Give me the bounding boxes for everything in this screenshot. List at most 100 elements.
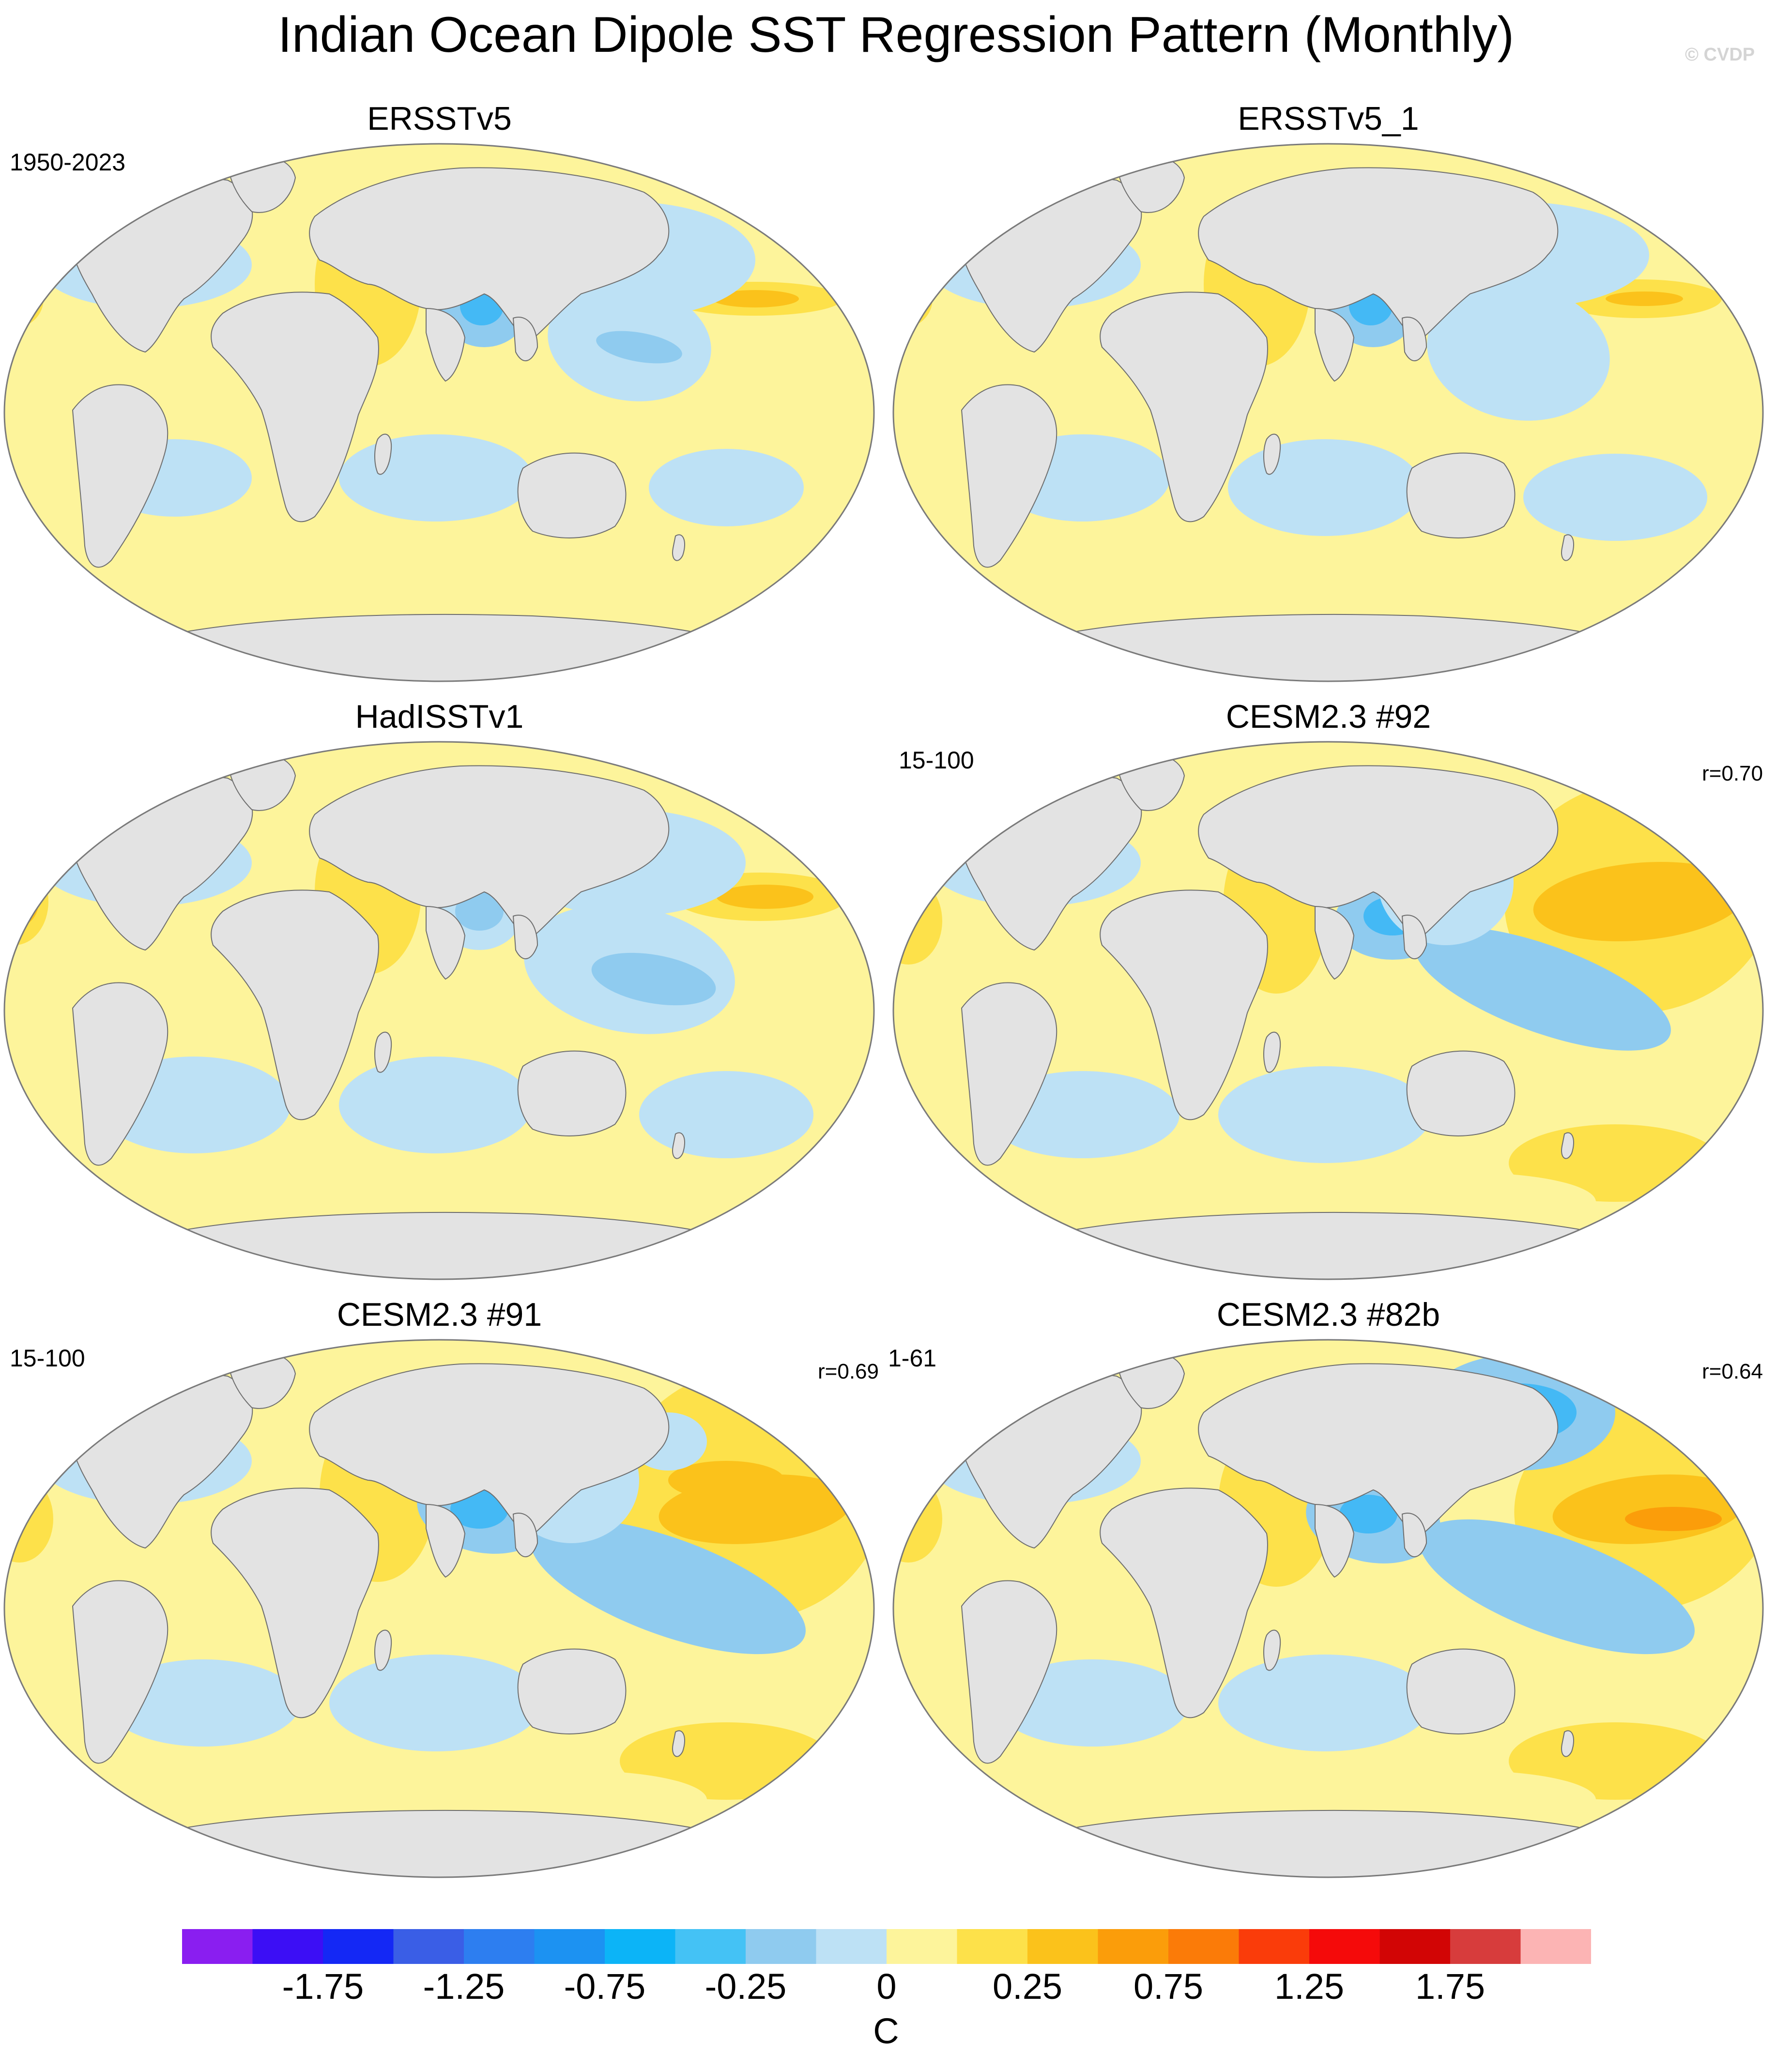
colorbar-units-label: C	[873, 2011, 899, 2051]
sst-anomaly-region	[1427, 283, 1610, 421]
map-panel-cesm-92: CESM2.3 #92 15-100 r=0.70	[889, 697, 1768, 1298]
panel-correlation: r=0.64	[1702, 1360, 1763, 1383]
land-mass	[72, 384, 168, 568]
panel-title: CESM2.3 #82b	[1216, 1296, 1440, 1333]
world-map	[3, 143, 875, 682]
land-mass	[1406, 1050, 1516, 1136]
sst-anomaly-region	[996, 1659, 1189, 1747]
land-mass	[1100, 1487, 1268, 1718]
land-mass	[961, 982, 1057, 1166]
sst-anomaly-region	[169, 541, 412, 609]
sst-anomaly-region	[596, 331, 682, 364]
world-map	[3, 741, 875, 1280]
sst-anomaly-region	[460, 570, 702, 628]
sst-anomaly-region	[712, 290, 799, 307]
land-mass	[512, 317, 538, 362]
map-panel-hadisstv1: HadISSTv1	[0, 697, 879, 1298]
land-mass	[1315, 307, 1355, 382]
sst-anomaly-region	[1349, 570, 1591, 628]
colorbar-swatch	[675, 1929, 746, 1964]
land-mass	[1315, 905, 1355, 980]
land-mass	[211, 889, 379, 1120]
land-mass	[1401, 1513, 1427, 1558]
colorbar-tick-label: 0.75	[1133, 1966, 1204, 2007]
colorbar-tick-label: 1.75	[1415, 1966, 1486, 2007]
land-mass	[1043, 614, 1625, 681]
panel-correlation: r=0.69	[818, 1360, 879, 1383]
panel-title: ERSSTv5_1	[1238, 100, 1419, 137]
land-mass	[154, 1212, 736, 1279]
land-mass	[1198, 1363, 1559, 1539]
colorbar	[182, 1929, 1591, 1964]
sst-anomaly-region	[1523, 454, 1707, 541]
colorbar-swatch	[605, 1929, 675, 1964]
colorbar-swatch	[1239, 1929, 1310, 1964]
land-mass	[1561, 1132, 1574, 1159]
land-mass	[1315, 1503, 1355, 1578]
sst-anomaly-region	[1339, 1495, 1397, 1533]
colorbar-tick-label: 0.25	[992, 1966, 1063, 2007]
land-mass	[1263, 1629, 1281, 1671]
land-mass	[211, 291, 379, 522]
sst-anomaly-region	[1218, 1066, 1431, 1163]
map-outline	[892, 1339, 1764, 1878]
sst-anomaly-region	[339, 1057, 533, 1153]
map-outline	[892, 143, 1764, 682]
land-mass	[1100, 291, 1268, 522]
sst-anomaly-region	[1625, 1507, 1722, 1531]
land-mass	[309, 1363, 670, 1539]
land-mass	[154, 1810, 736, 1877]
land-mass	[374, 1629, 392, 1671]
world-map	[892, 741, 1764, 1280]
colorbar-swatch	[323, 1929, 394, 1964]
colorbar-swatch	[746, 1929, 816, 1964]
sst-anomaly-region	[329, 1655, 542, 1751]
sst-anomaly-region	[450, 1490, 508, 1529]
colorbar-swatch	[182, 1929, 253, 1964]
land-mass	[672, 1132, 685, 1159]
land-mass	[512, 915, 538, 960]
land-mass	[1406, 1648, 1516, 1734]
map-panel-cesm-91: CESM2.3 #91 15-100 r=0.69	[0, 1295, 879, 1896]
land-mass	[1043, 1810, 1625, 1877]
colorbar-swatch	[1168, 1929, 1239, 1964]
land-mass	[72, 1580, 168, 1764]
land-mass	[426, 307, 466, 382]
figure-title: Indian Ocean Dipole SST Regression Patte…	[277, 7, 1515, 63]
sst-anomaly-region	[4, 877, 39, 926]
map-outline	[3, 1339, 875, 1878]
panel-title: CESM2.3 #91	[337, 1296, 542, 1333]
colorbar-swatch	[534, 1929, 605, 1964]
panel-years: 15-100	[899, 747, 974, 774]
map-panel-ersstv5-1: ERSSTv5_1	[889, 99, 1768, 700]
land-mass	[1100, 889, 1268, 1120]
colorbar-tick-label: 1.25	[1274, 1966, 1345, 2007]
land-mass	[309, 167, 670, 343]
panel-title: ERSSTv5	[367, 100, 512, 137]
sst-anomaly-region	[639, 1071, 813, 1158]
land-mass	[1401, 915, 1427, 960]
map-outline	[892, 741, 1764, 1280]
panel-correlation: r=0.70	[1702, 762, 1763, 785]
panel-years: 15-100	[10, 1345, 85, 1372]
land-mass	[309, 765, 670, 941]
panel-years: 1950-2023	[10, 149, 126, 176]
land-mass	[154, 614, 736, 681]
colorbar-swatch	[1520, 1929, 1591, 1964]
colorbar-swatch	[957, 1929, 1028, 1964]
land-mass	[1263, 433, 1281, 475]
colorbar-swatch	[887, 1929, 957, 1964]
land-mass	[1043, 1212, 1625, 1279]
land-mass	[517, 452, 627, 538]
map-panel-ersstv5: ERSSTv5 1950-2023	[0, 99, 879, 700]
land-mass	[72, 982, 168, 1166]
colorbar-swatch	[1098, 1929, 1169, 1964]
world-map	[3, 1339, 875, 1878]
land-mass	[961, 384, 1057, 568]
colorbar-swatch	[1450, 1929, 1521, 1964]
colorbar-tick-label: -0.75	[564, 1966, 646, 2007]
sst-anomaly-region	[1218, 1655, 1431, 1751]
colorbar-tick-label: -0.25	[705, 1966, 787, 2007]
colorbar-swatch	[816, 1929, 887, 1964]
land-mass	[961, 1580, 1057, 1764]
